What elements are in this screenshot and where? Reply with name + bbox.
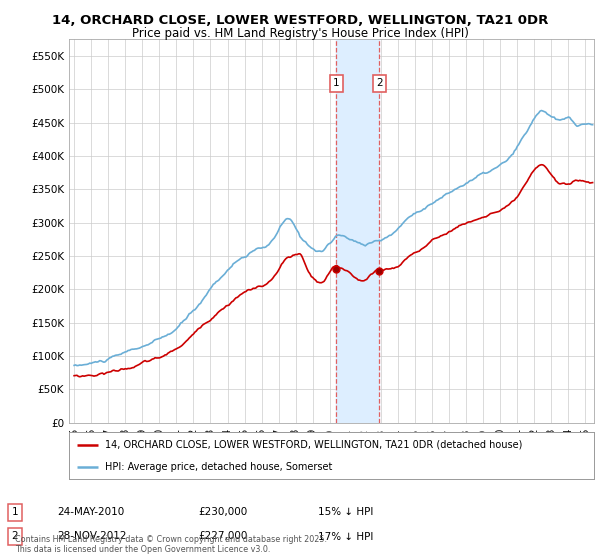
Text: 17% ↓ HPI: 17% ↓ HPI	[318, 531, 373, 542]
Text: 14, ORCHARD CLOSE, LOWER WESTFORD, WELLINGTON, TA21 0DR: 14, ORCHARD CLOSE, LOWER WESTFORD, WELLI…	[52, 14, 548, 27]
Text: Price paid vs. HM Land Registry's House Price Index (HPI): Price paid vs. HM Land Registry's House …	[131, 27, 469, 40]
Text: 2: 2	[376, 78, 383, 88]
Text: 2: 2	[11, 531, 19, 542]
Text: 1: 1	[11, 507, 19, 517]
Text: 24-MAY-2010: 24-MAY-2010	[57, 507, 124, 517]
Text: £230,000: £230,000	[198, 507, 247, 517]
Text: Contains HM Land Registry data © Crown copyright and database right 2025.
This d: Contains HM Land Registry data © Crown c…	[15, 535, 327, 554]
Text: £227,000: £227,000	[198, 531, 247, 542]
Text: 28-NOV-2012: 28-NOV-2012	[57, 531, 127, 542]
Text: HPI: Average price, detached house, Somerset: HPI: Average price, detached house, Some…	[105, 462, 332, 472]
Bar	[336, 39, 379, 423]
Text: 1: 1	[333, 78, 340, 88]
Text: 15% ↓ HPI: 15% ↓ HPI	[318, 507, 373, 517]
Text: 14, ORCHARD CLOSE, LOWER WESTFORD, WELLINGTON, TA21 0DR (detached house): 14, ORCHARD CLOSE, LOWER WESTFORD, WELLI…	[105, 440, 522, 450]
